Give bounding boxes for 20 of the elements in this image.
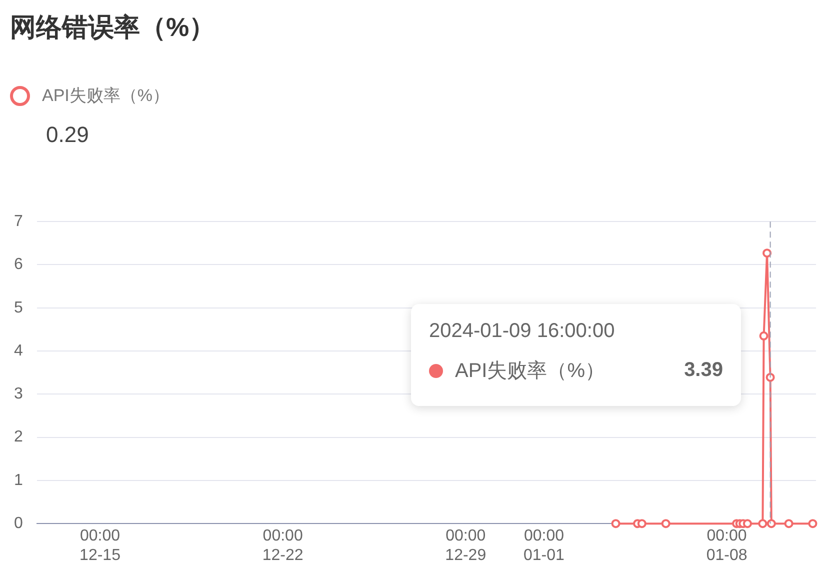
legend-label: API失败率（%） [42,85,170,107]
y-tick-label: 3 [14,386,23,403]
y-tick-label: 1 [14,472,23,489]
y-tick-label: 5 [14,299,23,316]
text: 0.29 [46,122,89,148]
y-tick-label: 0 [14,515,23,532]
annotation: 3.39 [684,359,723,382]
annotation: 2024-01-09 16:00:00 [429,320,616,343]
x-tick-label: 00:00 01-01 [524,528,565,564]
x-tick-label: 00:00 01-08 [706,528,748,564]
y-tick-label: 6 [14,256,23,274]
tooltip-card: 2024-01-09 16:00:00 API失败率（%） 3.39 [411,304,741,406]
x-tick-label: 00:00 12-22 [262,528,304,564]
x-tick-label: 00:00 12-15 [80,528,121,564]
y-tick-label: 4 [14,342,23,360]
annotation: API失败率（%） [455,359,606,384]
y-tick-label: 7 [14,213,23,230]
chart-title: 网络错误率（%） [10,11,216,44]
x-tick-label: 00:00 12-29 [445,528,486,564]
y-tick-label: 2 [14,428,23,446]
